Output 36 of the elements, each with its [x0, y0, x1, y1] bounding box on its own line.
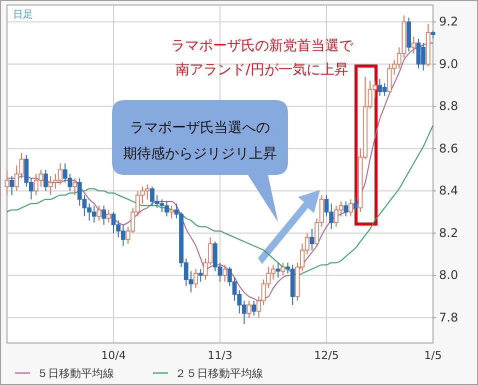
- annotation: ラマポーザ氏の新党首当選で南アランド/円が一気に上昇: [171, 38, 354, 78]
- candlestick: [198, 268, 203, 282]
- annotation: ラマポーザ氏当選への期待感からジリジリ上昇: [123, 120, 277, 162]
- y-tick-label: 8.4: [439, 184, 458, 198]
- candlestick: [246, 300, 252, 318]
- candlestick: [276, 262, 280, 278]
- candlestick: [44, 169, 48, 192]
- candlestick: [222, 264, 228, 282]
- candlestick: [106, 209, 111, 224]
- legend-label: ５日移動平均線: [37, 366, 114, 380]
- y-tick-label: 8.8: [439, 99, 458, 114]
- x-tick-label: 11/3: [208, 348, 232, 362]
- candlestick: [280, 262, 286, 276]
- y-tick-label: 8.2: [439, 226, 458, 240]
- legend-label: ２５日移動平均線: [175, 366, 263, 380]
- y-tick-label: 7.8: [439, 310, 458, 324]
- candlestick: [310, 228, 314, 251]
- candlestick: [411, 36, 416, 54]
- x-tick-label: 12/5: [314, 348, 339, 362]
- x-tick-label: 1/5: [424, 348, 442, 362]
- x-tick-label: 10/4: [101, 348, 126, 362]
- candlestick: [72, 178, 77, 196]
- candlestick: [252, 300, 256, 316]
- candlestick: [169, 205, 174, 219]
- candlestick: [96, 205, 102, 221]
- candlestick: [353, 196, 358, 213]
- y-tick-label: 9.0: [439, 56, 458, 71]
- candlestick: [10, 176, 14, 196]
- candlestick: [348, 198, 353, 217]
- y-tick-label: 8.6: [439, 141, 458, 156]
- y-tick-label: 8.0: [439, 268, 458, 282]
- candlestick: [102, 205, 106, 226]
- annotation: 日足: [13, 10, 33, 20]
- candlestick: [344, 200, 348, 217]
- y-tick-label: 9.2: [439, 14, 458, 29]
- candlestick: [194, 268, 198, 289]
